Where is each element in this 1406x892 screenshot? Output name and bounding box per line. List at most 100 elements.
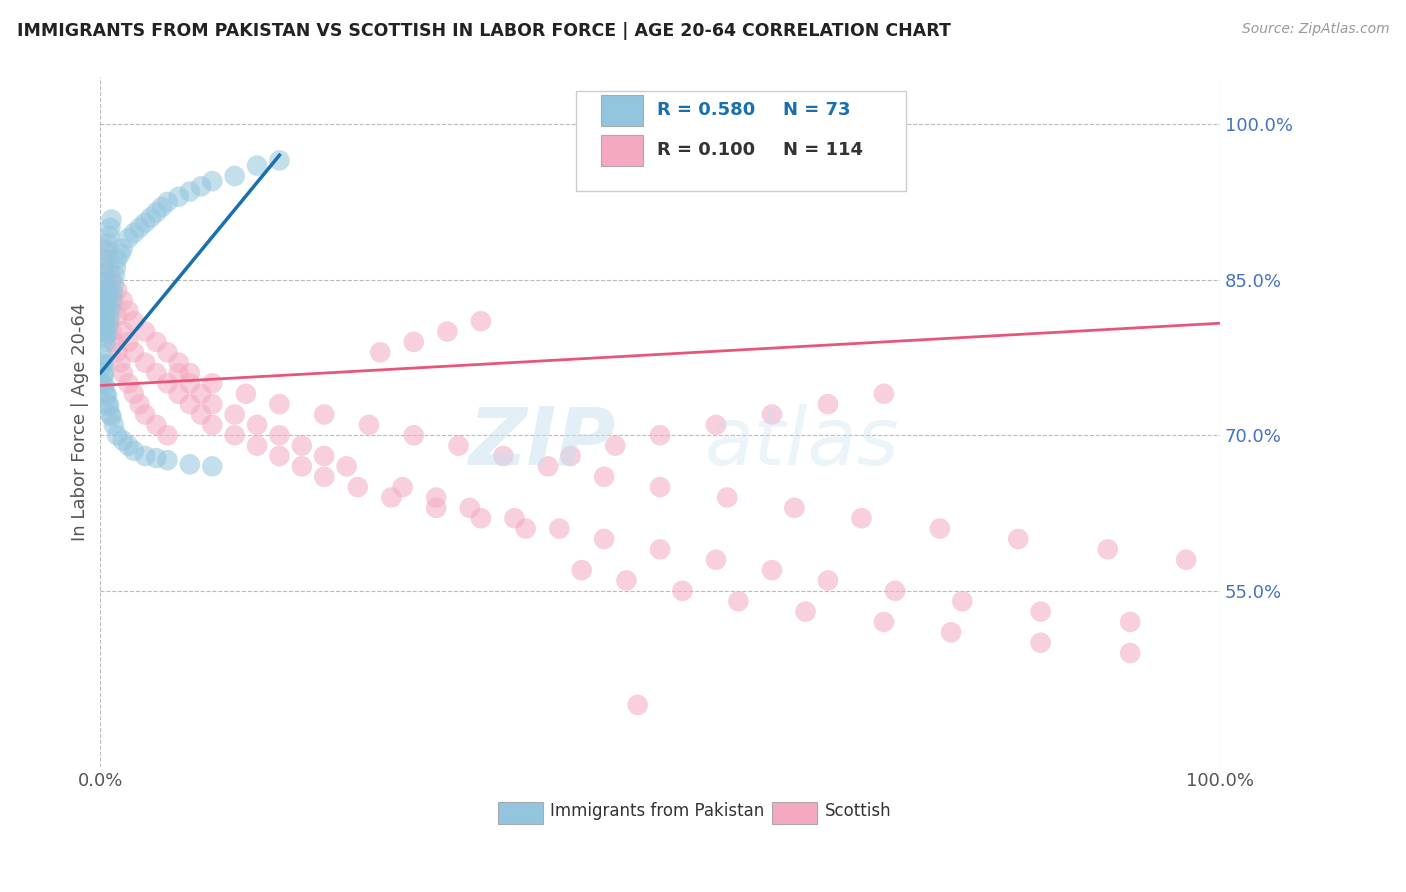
Point <box>336 459 359 474</box>
Point <box>269 153 291 168</box>
Point <box>380 491 402 505</box>
Point <box>96 389 118 403</box>
Point <box>571 563 593 577</box>
Point <box>139 211 162 225</box>
Point <box>167 366 190 380</box>
FancyBboxPatch shape <box>576 91 907 191</box>
Point <box>93 303 115 318</box>
Point <box>928 522 950 536</box>
Point <box>269 449 291 463</box>
Point <box>94 378 117 392</box>
Point <box>94 293 117 308</box>
Point <box>402 334 425 349</box>
Point <box>117 439 139 453</box>
Point <box>93 316 115 330</box>
Point <box>704 417 727 432</box>
Point <box>156 428 179 442</box>
Point <box>105 283 128 297</box>
Point <box>605 439 627 453</box>
Point <box>98 314 121 328</box>
Point <box>593 469 616 483</box>
Point <box>436 325 458 339</box>
Point <box>425 491 447 505</box>
Point <box>1007 532 1029 546</box>
Point <box>156 345 179 359</box>
Point <box>100 293 122 308</box>
Point <box>128 397 150 411</box>
Text: IMMIGRANTS FROM PAKISTAN VS SCOTTISH IN LABOR FORCE | AGE 20-64 CORRELATION CHAR: IMMIGRANTS FROM PAKISTAN VS SCOTTISH IN … <box>17 22 950 40</box>
FancyBboxPatch shape <box>772 802 817 823</box>
Point <box>94 306 117 320</box>
Point <box>269 428 291 442</box>
Point <box>94 386 117 401</box>
Point <box>94 287 117 301</box>
FancyBboxPatch shape <box>600 95 643 126</box>
Point <box>1097 542 1119 557</box>
Point <box>470 511 492 525</box>
Text: ZIP: ZIP <box>468 404 616 482</box>
Point <box>105 428 128 442</box>
Point <box>167 190 190 204</box>
Point <box>145 334 167 349</box>
Point <box>111 293 134 308</box>
Point <box>402 428 425 442</box>
Point <box>117 334 139 349</box>
Text: R = 0.580: R = 0.580 <box>657 101 755 119</box>
Point <box>117 303 139 318</box>
Text: Scottish: Scottish <box>824 802 891 820</box>
Point <box>246 439 269 453</box>
Point <box>94 252 117 266</box>
Point <box>314 469 336 483</box>
Point <box>201 417 224 432</box>
Point <box>458 500 481 515</box>
Point <box>111 434 134 448</box>
Point <box>145 417 167 432</box>
Point <box>122 226 145 240</box>
Point <box>97 236 120 251</box>
Point <box>93 366 115 380</box>
Point <box>103 417 125 432</box>
Point <box>357 417 380 432</box>
Point <box>470 314 492 328</box>
Point <box>94 260 117 275</box>
Point <box>93 358 115 372</box>
Point <box>94 334 117 349</box>
Point <box>110 356 132 370</box>
Point <box>100 301 122 316</box>
Point <box>515 522 537 536</box>
Point <box>98 229 121 244</box>
Point <box>122 386 145 401</box>
Point <box>105 260 128 275</box>
Point <box>145 366 167 380</box>
Point <box>761 563 783 577</box>
Point <box>201 397 224 411</box>
Point <box>873 615 896 629</box>
Point <box>179 376 201 391</box>
Point <box>447 439 470 453</box>
Point <box>104 268 127 283</box>
Point <box>134 408 156 422</box>
Point <box>503 511 526 525</box>
Point <box>817 574 839 588</box>
Point <box>145 205 167 219</box>
Point <box>111 242 134 256</box>
Point <box>111 366 134 380</box>
Point <box>817 397 839 411</box>
Point <box>884 583 907 598</box>
Point <box>100 220 122 235</box>
Point <box>1029 605 1052 619</box>
Point <box>648 428 671 442</box>
Point <box>93 283 115 297</box>
Point <box>648 542 671 557</box>
Point <box>201 174 224 188</box>
Point <box>94 273 117 287</box>
Point <box>117 376 139 391</box>
Point <box>94 252 117 266</box>
Point <box>314 449 336 463</box>
Point <box>96 285 118 300</box>
Point <box>939 625 962 640</box>
Point <box>291 439 314 453</box>
Point <box>100 212 122 227</box>
Point <box>103 293 125 308</box>
Point <box>156 194 179 209</box>
